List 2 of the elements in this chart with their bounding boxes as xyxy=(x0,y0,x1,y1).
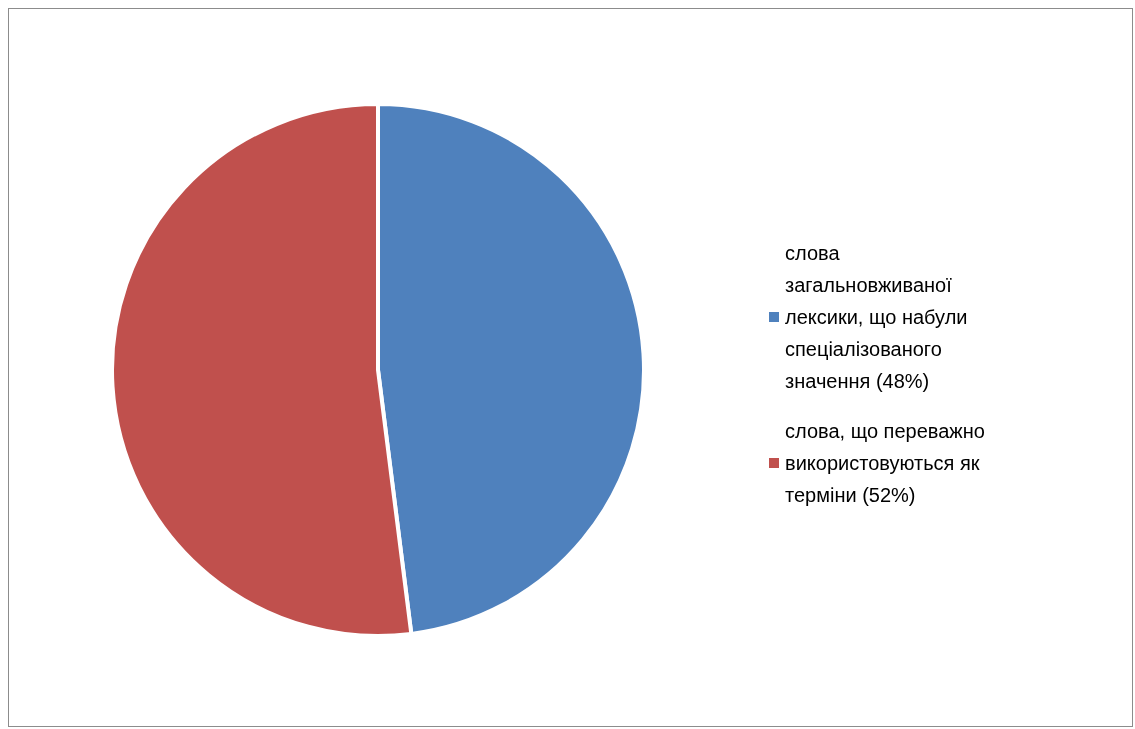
legend-label: слова загальновживаної лексики, що набули спеціалізованого значення (48%) xyxy=(785,242,974,392)
legend-label: слова, що переважно використовуються як терміни (52%) xyxy=(785,420,991,506)
